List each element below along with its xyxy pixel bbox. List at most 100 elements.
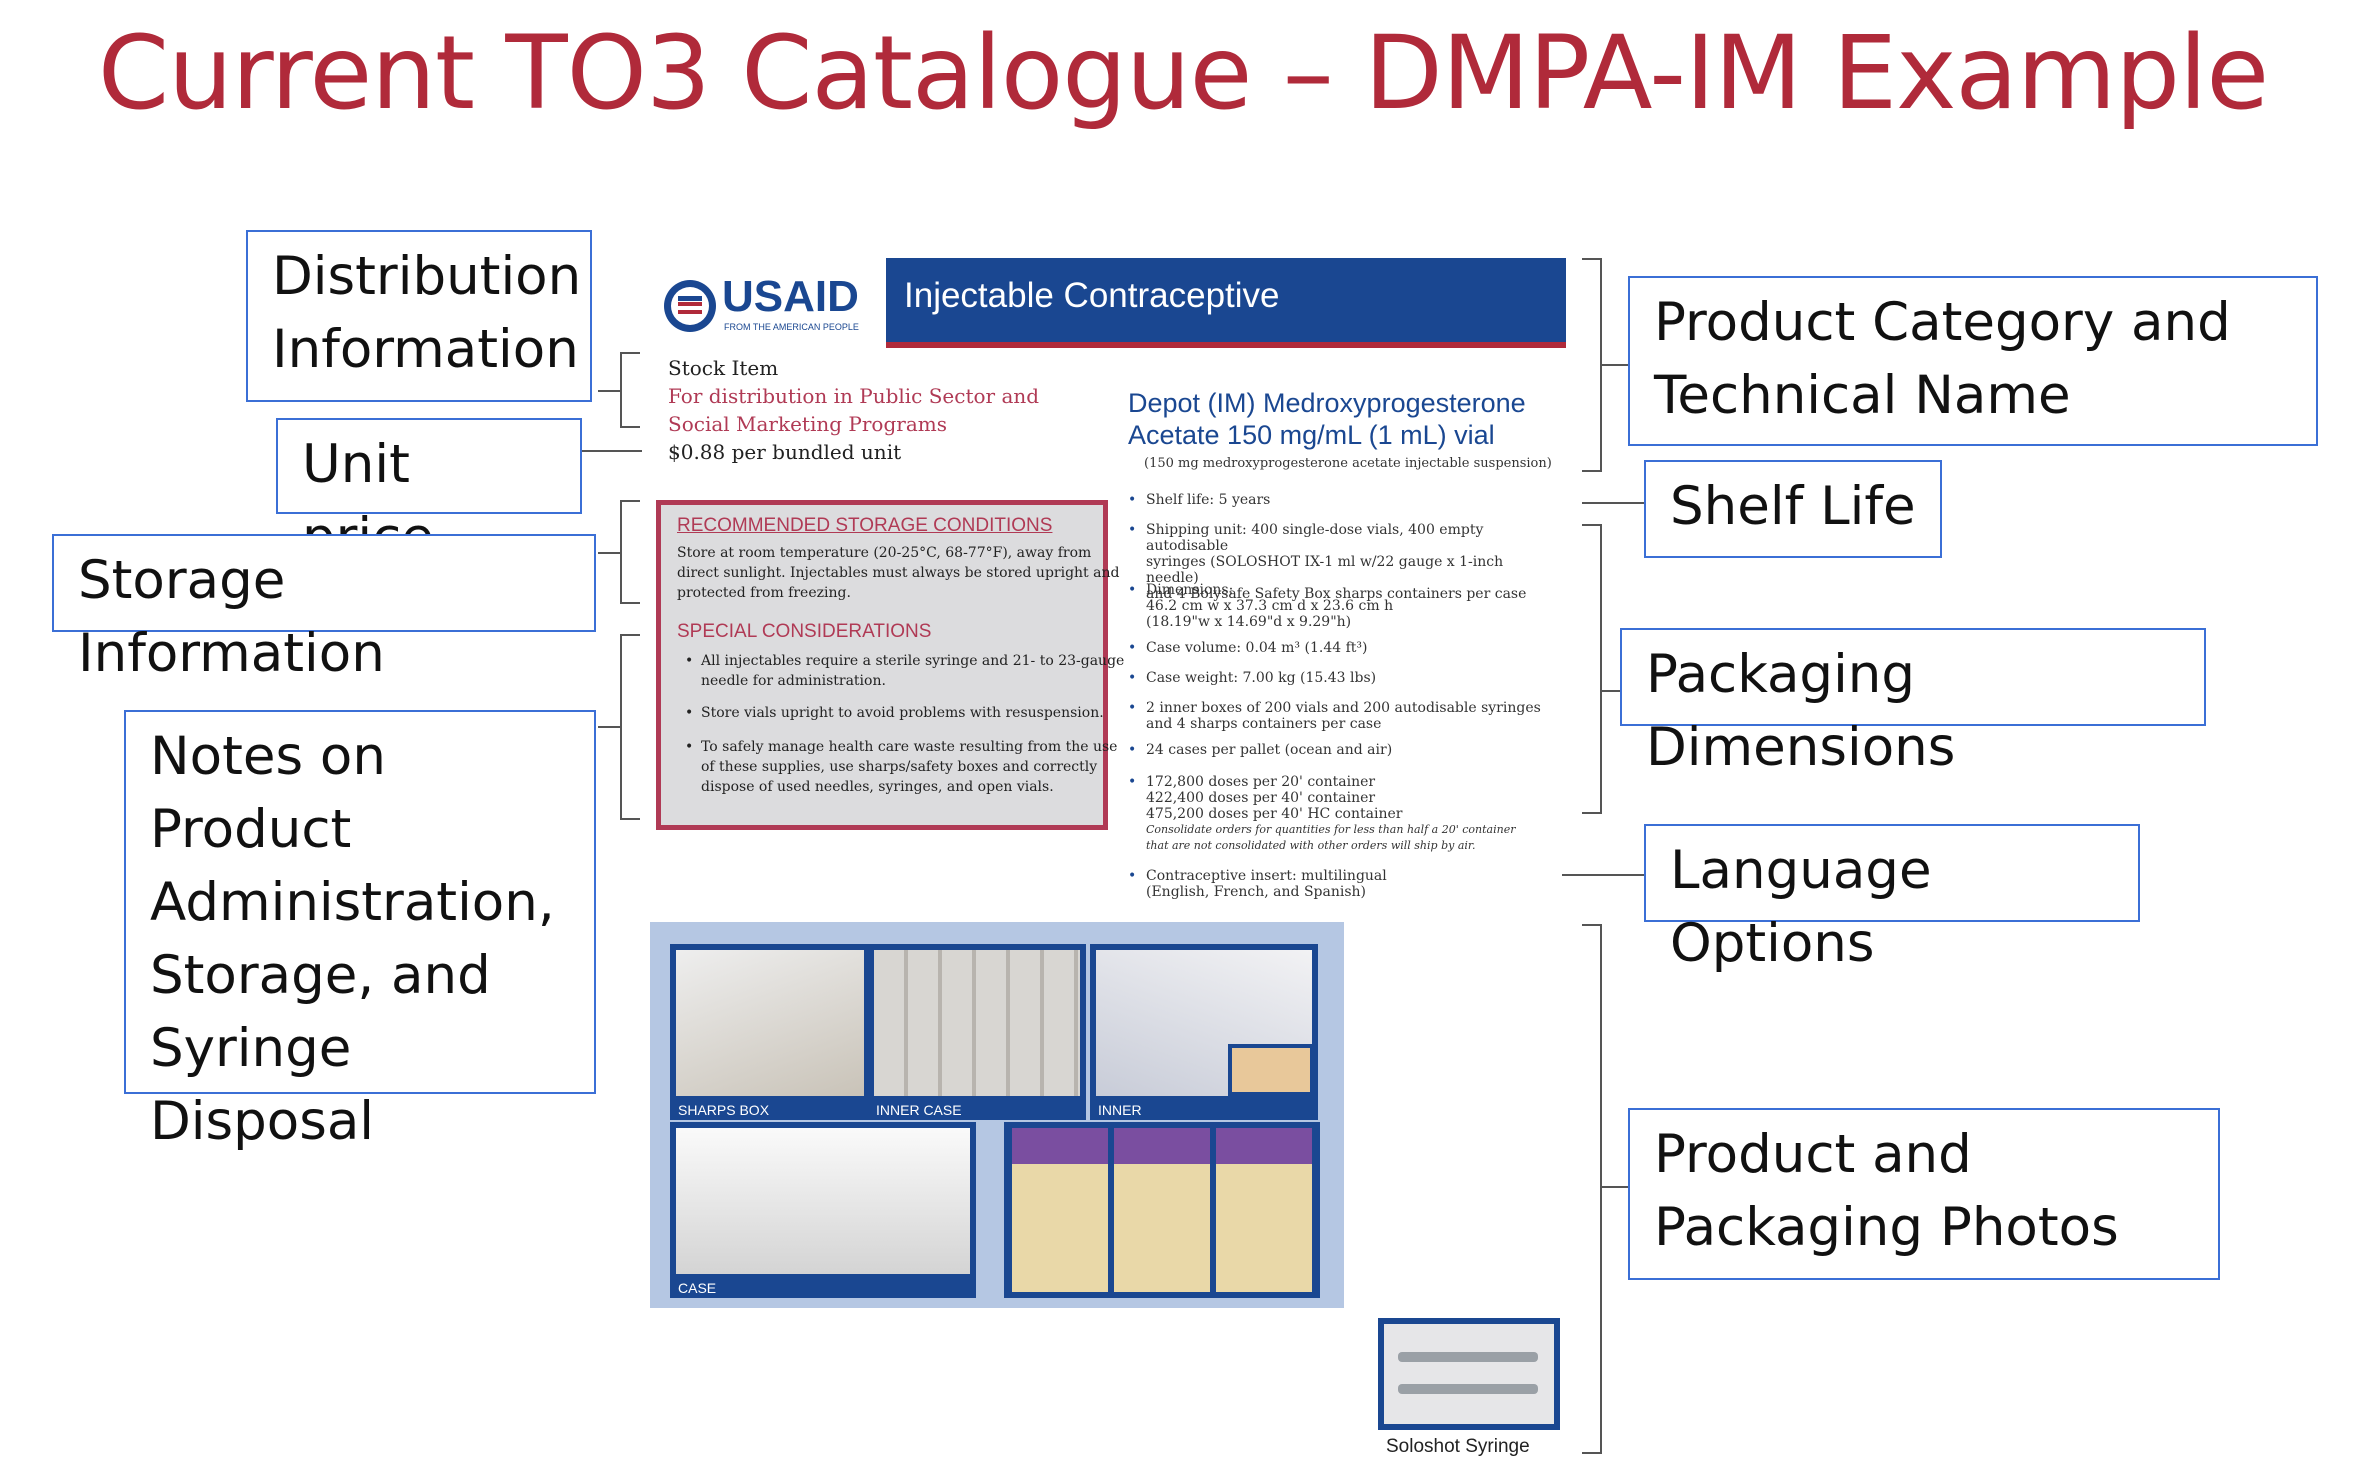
label-line: Product and <box>1654 1124 1972 1185</box>
label-line: Information <box>272 319 579 380</box>
label-line: Syringe Disposal <box>150 1018 375 1152</box>
label-line: Packaging Dimensions <box>1646 644 1956 778</box>
spec-line: and 4 sharps containers per case <box>1146 716 1382 732</box>
photo-caption: SHARPS BOX <box>678 1102 770 1118</box>
photo-caption: CASE <box>678 1280 717 1296</box>
connector-line <box>1602 364 1628 366</box>
photo-vials <box>1004 1122 1320 1298</box>
photo-syringe <box>1378 1318 1560 1430</box>
page-title: Current TO3 Catalogue – DMPA-IM Example <box>97 14 2269 133</box>
connector-line <box>582 450 642 452</box>
spec-line: 46.2 cm w x 37.3 cm d x 23.6 cm h <box>1146 598 1394 614</box>
stock-item: Stock Item <box>668 356 779 380</box>
label-line: Product <box>150 799 352 860</box>
logo-text: USAID <box>722 272 859 321</box>
spec-item: • Shipping unit: 400 single-dose vials, … <box>1128 522 1546 602</box>
bracket <box>1582 524 1602 814</box>
label-line: Administration, <box>150 872 555 933</box>
bullet-icon: • <box>1128 582 1137 598</box>
spec-line: and 4 Bolysafe Safety Box sharps contain… <box>1146 586 1527 602</box>
photo-inner-case: INNER CASE <box>868 944 1086 1120</box>
label-line: Technical Name <box>1654 365 2071 426</box>
bullet-icon: • <box>1128 522 1137 538</box>
connector-line <box>1562 874 1644 876</box>
bracket <box>620 634 640 820</box>
spec-line: (English, French, and Spanish) <box>1146 884 1367 900</box>
storage-box: RECOMMENDED STORAGE CONDITIONS Store at … <box>656 500 1124 830</box>
bullet-icon: • <box>1128 640 1137 656</box>
spec-line: 172,800 doses per 20' container <box>1146 774 1376 790</box>
special-heading: SPECIAL CONSIDERATIONS <box>677 621 932 642</box>
special-item-line: To safely manage health care waste resul… <box>701 739 1118 755</box>
label-storage-information: Storage Information <box>52 534 596 684</box>
bracket <box>1582 258 1602 472</box>
special-item-line: of these supplies, use sharps/safety box… <box>701 759 1098 775</box>
label-line: Storage Information <box>78 550 385 684</box>
storage-text: direct sunlight. Injectables must always… <box>677 565 1120 581</box>
connector-line <box>598 552 620 554</box>
spec-line: Shelf life: 5 years <box>1146 492 1271 508</box>
spec-item: • Contraceptive insert: multilingual (En… <box>1128 868 1387 900</box>
photo-sharps-box: SHARPS BOX <box>670 944 870 1120</box>
product-subtitle: (150 mg medroxyprogesterone acetate inje… <box>1144 456 1552 471</box>
special-item: • To safely manage health care waste res… <box>677 737 1117 797</box>
photo-inset <box>1228 1044 1314 1096</box>
photo <box>676 1128 970 1274</box>
label-line: Product Category and <box>1654 292 2231 353</box>
photo-case: CASE <box>670 1122 976 1298</box>
photo <box>676 950 864 1096</box>
label-product-category: Product Category and Technical Name <box>1628 276 2318 446</box>
bracket <box>1582 924 1602 1454</box>
label-line: Shelf Life <box>1670 476 1916 537</box>
bullet-icon: • <box>1128 700 1137 716</box>
photo-caption: INNER <box>1098 1102 1142 1118</box>
bullet-icon: • <box>1128 868 1137 884</box>
spec-item: • 2 inner boxes of 200 vials and 200 aut… <box>1128 700 1541 732</box>
distribution-line: Social Marketing Programs <box>668 412 947 436</box>
bullet-icon: • <box>1128 742 1137 758</box>
spec-item: • Dimensions: 46.2 cm w x 37.3 cm d x 23… <box>1128 582 1394 630</box>
spec-item: • Case volume: 0.04 m³ (1.44 ft³) <box>1128 640 1368 656</box>
distribution-line: For distribution in Public Sector and <box>668 384 1040 408</box>
spec-item: • 172,800 doses per 20' container 422,40… <box>1128 774 1516 854</box>
header-rule <box>886 342 1566 348</box>
spec-line: Consolidate orders for quantities for le… <box>1146 823 1516 836</box>
spec-line: 422,400 doses per 40' container <box>1146 790 1376 806</box>
spec-line: Shipping unit: 400 single-dose vials, 40… <box>1146 522 1484 554</box>
label-unit-price: Unit price <box>276 418 582 568</box>
special-item-line: Store vials upright to avoid problems wi… <box>701 705 1104 721</box>
special-item-line: dispose of used needles, syringes, and o… <box>701 779 1054 795</box>
bullet-icon: • <box>1128 670 1137 686</box>
photo <box>1384 1324 1554 1424</box>
label-line: Language Options <box>1670 840 1932 974</box>
label-line: Notes on <box>150 726 386 787</box>
label-line: Distribution <box>272 246 582 307</box>
vial <box>1012 1128 1108 1292</box>
label-line: Packaging Photos <box>1654 1197 2119 1258</box>
product-name: Acetate 150 mg/mL (1 mL) vial <box>1128 420 1495 450</box>
spec-line: that are not consolidated with other ord… <box>1146 839 1476 852</box>
logo-subtext: FROM THE AMERICAN PEOPLE <box>724 322 859 332</box>
doc-header-bar: Injectable Contraceptive <box>886 258 1566 346</box>
connector-line <box>1602 1186 1628 1188</box>
bullet-icon: • <box>685 705 694 721</box>
bracket <box>620 352 640 428</box>
vial <box>1216 1128 1312 1292</box>
special-item-line: All injectables require a sterile syring… <box>701 653 1125 669</box>
storage-text: Store at room temperature (20-25°C, 68-7… <box>677 545 1092 561</box>
product-name: Depot (IM) Medroxyprogesterone <box>1128 388 1526 418</box>
label-product-photos: Product and Packaging Photos <box>1628 1108 2220 1280</box>
spec-line: Case volume: 0.04 m³ (1.44 ft³) <box>1146 640 1368 656</box>
label-distribution-information: Distribution Information <box>246 230 592 402</box>
vial <box>1114 1128 1210 1292</box>
spec-item: • Case weight: 7.00 kg (15.43 lbs) <box>1128 670 1376 686</box>
spec-item: • 24 cases per pallet (ocean and air) <box>1128 742 1393 758</box>
storage-text: protected from freezing. <box>677 585 851 601</box>
label-notes: Notes on Product Administration, Storage… <box>124 710 596 1152</box>
spec-line: 24 cases per pallet (ocean and air) <box>1146 742 1393 758</box>
photo <box>874 950 1080 1096</box>
bullet-icon: • <box>1128 492 1137 508</box>
spec-line: 2 inner boxes of 200 vials and 200 autod… <box>1146 700 1541 716</box>
spec-item: • Shelf life: 5 years <box>1128 492 1271 508</box>
connector-line <box>1582 502 1644 504</box>
